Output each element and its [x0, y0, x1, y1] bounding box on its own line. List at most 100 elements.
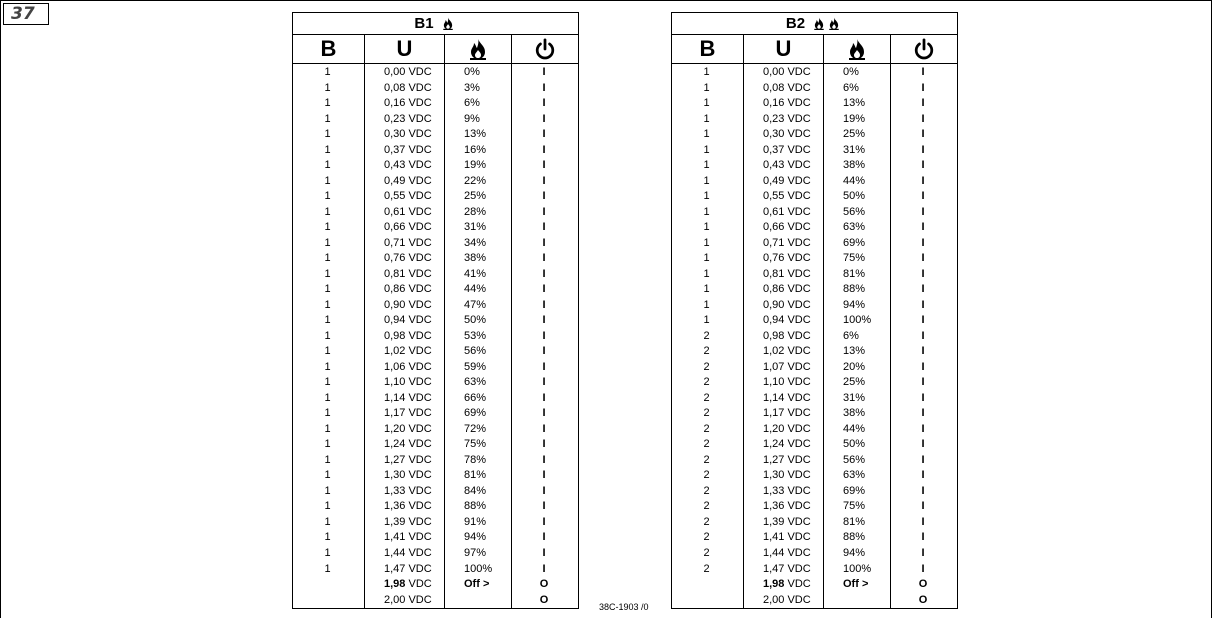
state-cell: I: [921, 252, 925, 265]
state-cell: I: [921, 329, 925, 342]
load-cell: 13%: [843, 97, 866, 110]
stage-cell: 2: [703, 500, 710, 513]
load-cell: 0%: [464, 66, 480, 78]
header-power: [512, 35, 578, 63]
state-cell: I: [542, 97, 546, 110]
load-cell: 13%: [843, 345, 866, 358]
stage-cell: 1: [703, 143, 710, 156]
state-cell: I: [921, 453, 925, 466]
state-cell: I: [921, 159, 925, 172]
voltage-cell: 0,23 VDC: [384, 112, 432, 125]
voltage-cell: 0,37 VDC: [763, 143, 811, 156]
voltage-cell: 1,39 VDC: [763, 515, 811, 528]
voltage-cell: 0,43 VDC: [763, 159, 811, 172]
voltage-cell: 0,61 VDC: [384, 205, 432, 218]
stage-cell: [293, 593, 364, 609]
table-b1: B1 B U 1 1 1 1 1 1 1 1 1 1 1 1 1 1 1 1 1 1 1 1 1 1 1 1 1 1 1 1 1 1 1 1 1 0,0…: [292, 12, 579, 610]
voltage-cell: 1,10 VDC: [384, 376, 432, 389]
load-cell: 69%: [843, 236, 866, 249]
stage-cell: 2: [703, 515, 710, 528]
load-cell: 50%: [843, 190, 866, 203]
state-cell: I: [542, 190, 546, 203]
voltage-cell: 1,14 VDC: [763, 391, 811, 404]
load-cell: Off >: [464, 578, 490, 591]
load-cell: 81%: [843, 515, 866, 528]
stage-cell: 1: [703, 66, 710, 78]
load-cell: 28%: [464, 205, 487, 218]
stage-cell: 1: [703, 174, 710, 187]
load-cell: 6%: [843, 329, 859, 342]
header-flame: [445, 35, 512, 63]
voltage-cell: 1,10 VDC: [763, 376, 811, 389]
voltage-cell: 1,17 VDC: [763, 407, 811, 420]
voltage-cell: 0,81 VDC: [763, 267, 811, 280]
stage-cell: 1: [703, 81, 710, 94]
state-cell: I: [921, 422, 925, 435]
load-cell: 94%: [464, 531, 487, 544]
stage-cell: 1: [703, 267, 710, 280]
voltage-cell: 1,47 VDC: [763, 562, 811, 575]
stage-cell: 1: [324, 562, 331, 575]
stage-cell: 1: [703, 298, 710, 311]
load-cell: 94%: [843, 546, 866, 559]
load-cell: 88%: [843, 531, 866, 544]
voltage-cell: 1,39 VDC: [384, 515, 432, 528]
voltage-cell: 0,16 VDC: [384, 97, 432, 110]
stage-cell: 1: [324, 314, 331, 327]
table-title-label: B2: [785, 15, 806, 32]
voltage-cell: 1,30 VDC: [384, 469, 432, 482]
voltage-cell: 0,61 VDC: [763, 205, 811, 218]
voltage-cell: 1,20 VDC: [384, 422, 432, 435]
voltage-cell: 1,06 VDC: [384, 360, 432, 373]
state-cell: I: [542, 345, 546, 358]
voltage-cell: 1,02 VDC: [763, 345, 811, 358]
stage-cell: 2: [703, 407, 710, 420]
voltage-cell: 1,07 VDC: [763, 360, 811, 373]
stage-cell: 1: [324, 500, 331, 513]
stage-cell: 1: [324, 236, 331, 249]
voltage-cell: 0,94 VDC: [763, 314, 811, 327]
header-b: B: [293, 35, 365, 63]
voltage-cell: 0,55 VDC: [763, 190, 811, 203]
stage-cell: 1: [324, 391, 331, 404]
state-cell: O: [918, 578, 928, 591]
stage-cell: [293, 577, 364, 593]
document-code: 38C-1903 /0: [599, 602, 649, 612]
load-cell: 56%: [464, 345, 487, 358]
state-cell: I: [542, 360, 546, 373]
header-b: B: [672, 35, 744, 63]
state-cell: I: [921, 562, 925, 575]
voltage-cell: 1,20 VDC: [763, 422, 811, 435]
voltage-cell: 0,49 VDC: [763, 174, 811, 187]
state-cell: I: [542, 438, 546, 451]
load-cell: [445, 593, 511, 609]
state-cell: I: [921, 267, 925, 280]
stage-cell: 1: [324, 345, 331, 358]
state-cell: I: [542, 252, 546, 265]
load-cell: 56%: [843, 453, 866, 466]
stage-cell: 1: [324, 252, 331, 265]
voltage-cell: 1,02 VDC: [384, 345, 432, 358]
power-icon: [535, 38, 555, 60]
stage-cell: 1: [324, 97, 331, 110]
stage-cell: 2: [703, 562, 710, 575]
stage-cell: 2: [703, 469, 710, 482]
state-cell: I: [542, 283, 546, 296]
voltage-column: 0,00 VDC 0,08 VDC 0,16 VDC 0,23 VDC 0,30 VDC…: [744, 64, 824, 609]
header-flame: [824, 35, 891, 63]
state-cell: O: [918, 593, 928, 606]
state-cell: I: [542, 267, 546, 280]
state-cell: I: [542, 236, 546, 249]
stage-cell: 1: [703, 205, 710, 218]
load-column: 0% 6% 13% 19% 25% 31% 38% 44% 50% 56% 63% 69% 75% 81%…: [824, 64, 891, 609]
voltage-cell: 1,47 VDC: [384, 562, 432, 575]
state-cell: I: [921, 205, 925, 218]
state-cell: I: [542, 515, 546, 528]
state-cell: I: [921, 81, 925, 94]
load-cell: 19%: [843, 112, 866, 125]
load-cell: 53%: [464, 329, 487, 342]
load-cell: 81%: [843, 267, 866, 280]
stage-cell: 1: [324, 546, 331, 559]
state-cell: I: [542, 329, 546, 342]
